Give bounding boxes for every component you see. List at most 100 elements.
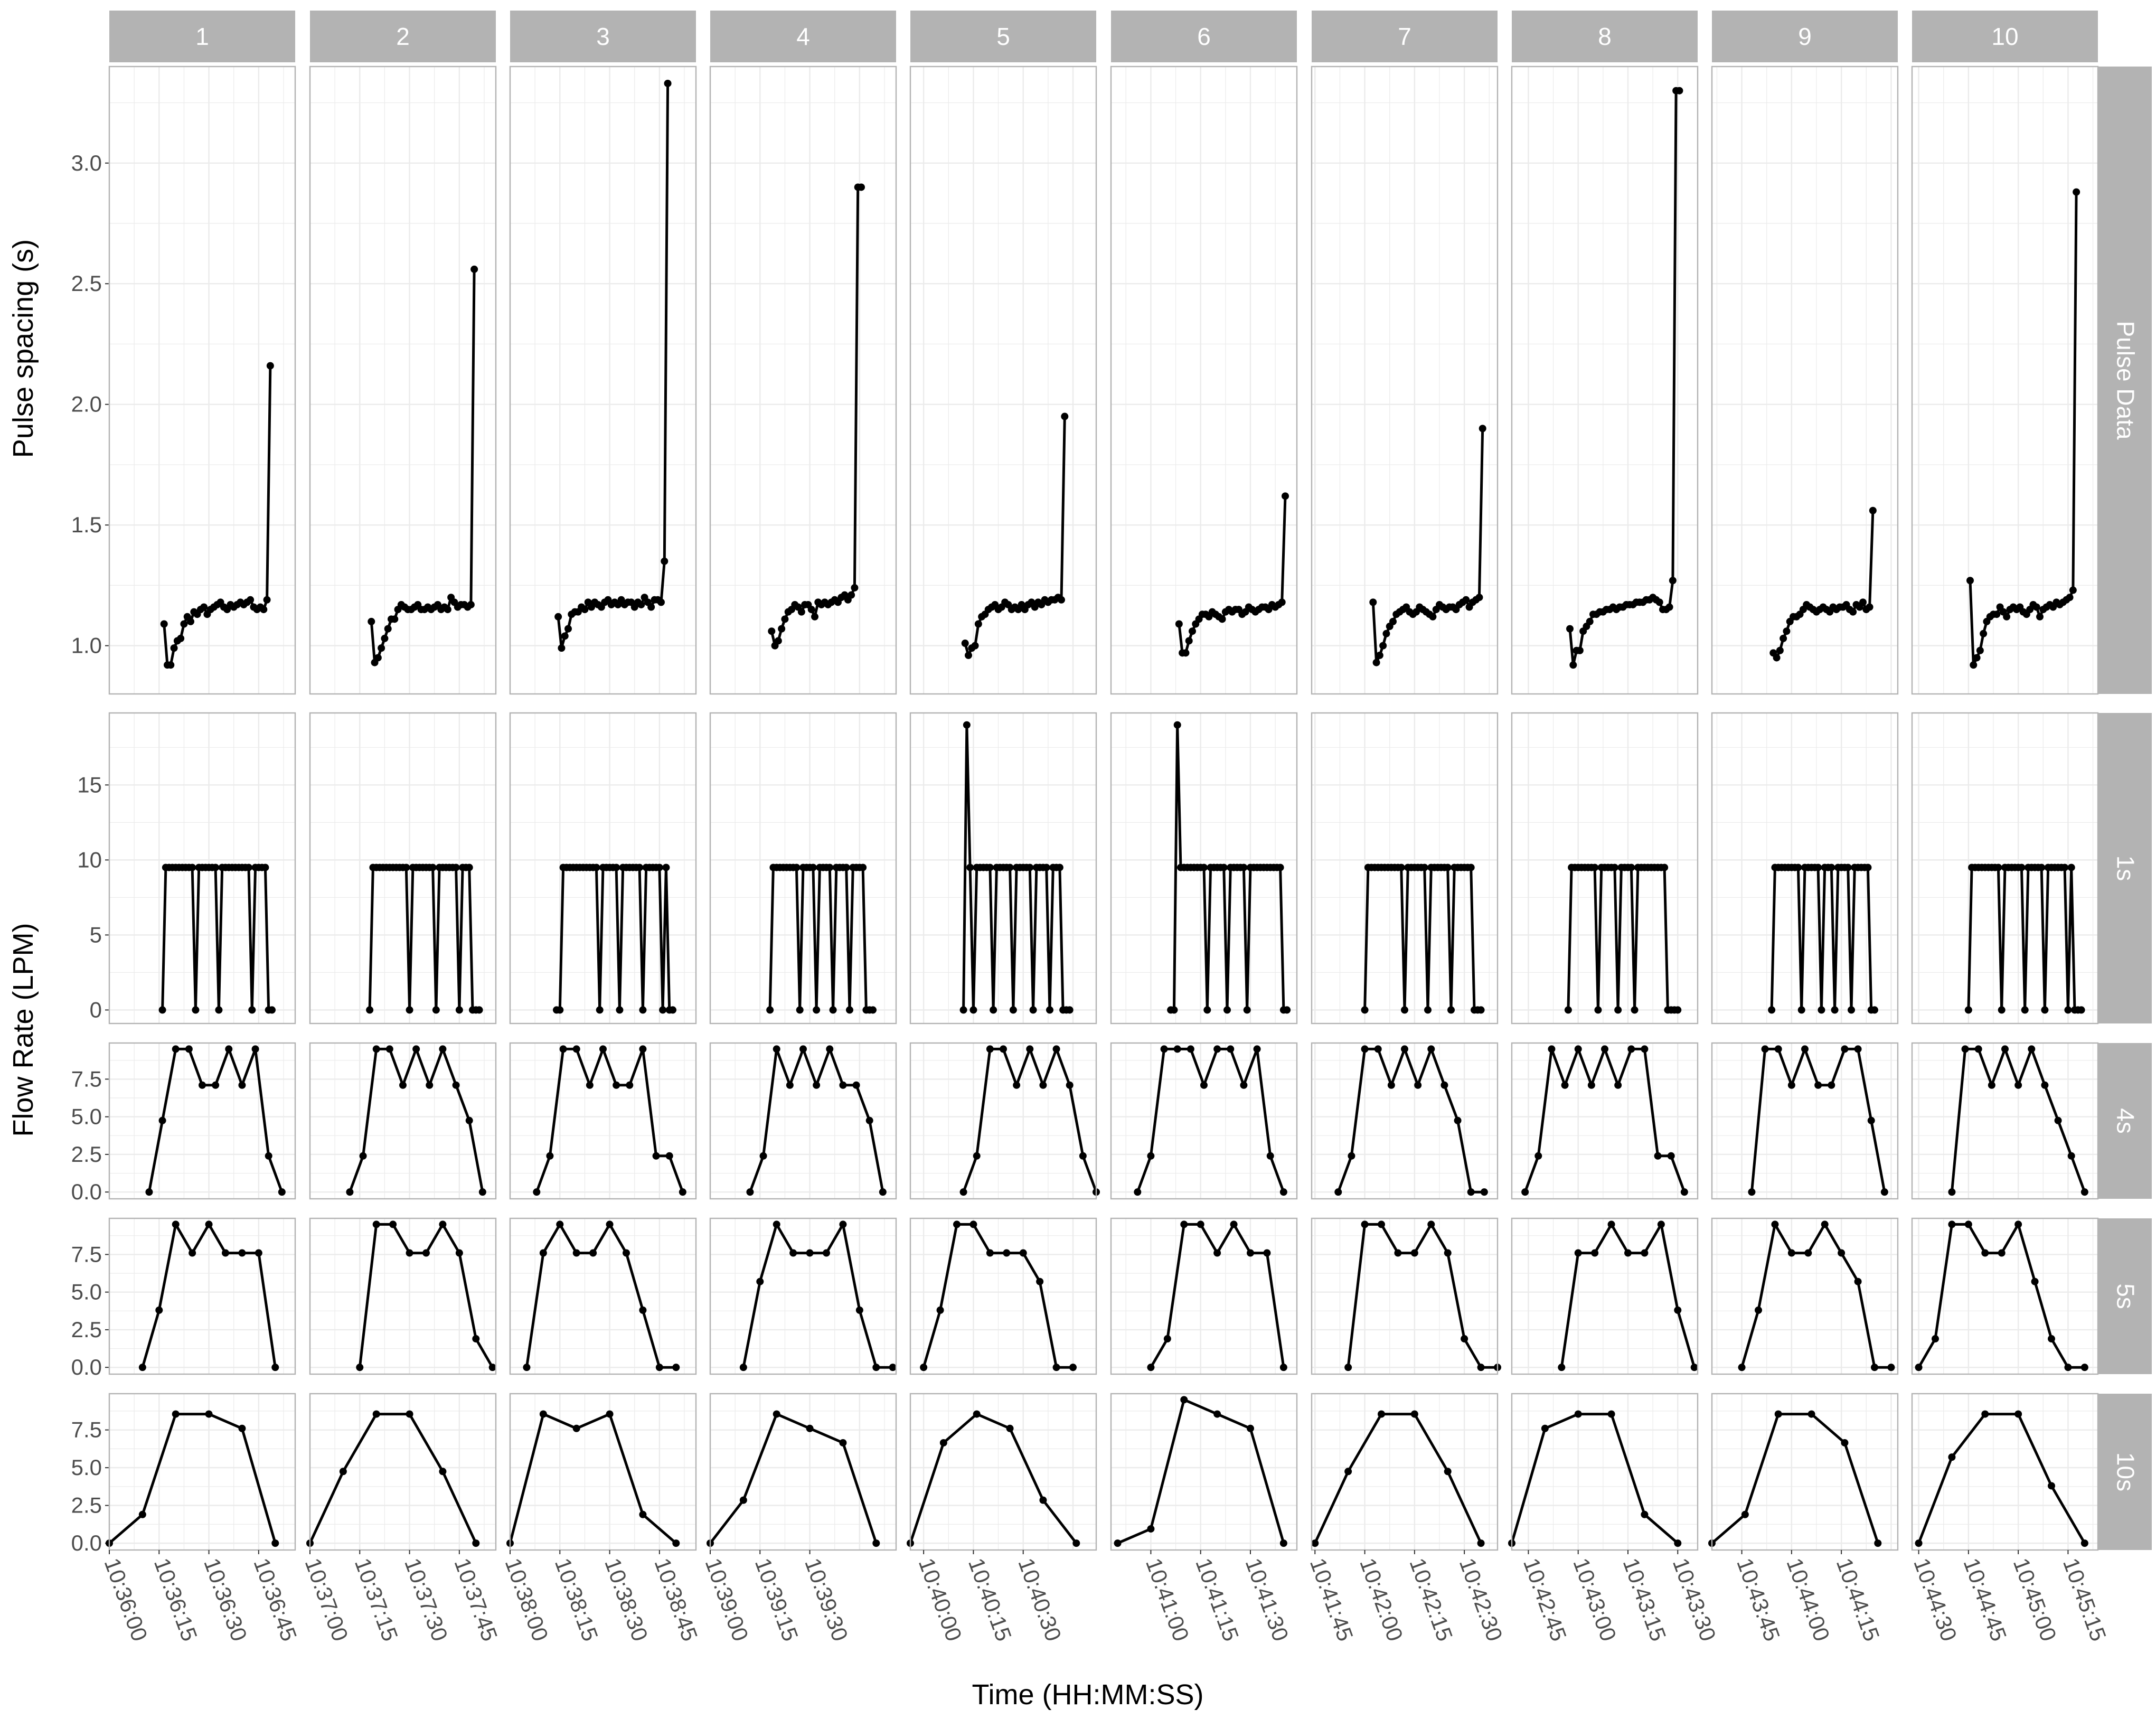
data-point [1783,627,1791,635]
data-point [589,1249,597,1257]
data-point [1263,1249,1271,1257]
data-point [452,863,460,871]
data-point [1175,620,1183,628]
data-point [268,1006,276,1014]
strip-row-bg [2095,1394,2152,1550]
data-point [260,606,268,614]
data-point [1998,1249,2006,1257]
data-point [990,1006,997,1014]
data-point [1607,1410,1615,1418]
data-point [1966,577,1974,585]
panel-border [1711,712,1899,1025]
panel-8-1 [1511,712,1699,1025]
x-tick-label: 10:44:00 [1782,1555,1834,1645]
data-point [266,362,274,370]
strip-column-bg [310,11,496,62]
data-point [177,634,185,642]
data-point [1026,1045,1034,1053]
x-tick-label: 10:43:00 [1568,1555,1621,1645]
y-tick-label: 1.0 [71,633,102,658]
panel-2-3 [309,1217,497,1375]
data-point [278,1188,286,1196]
panel-border [1110,1393,1298,1551]
strip-column-label: 4 [796,23,810,50]
data-point [973,1410,981,1418]
series-line [1510,1413,1679,1544]
strip-column-1: 1 [109,11,295,62]
data-point [1160,1045,1168,1053]
data-point [346,1188,354,1196]
data-point [145,1188,153,1196]
data-point [359,1152,367,1160]
data-point [170,644,178,652]
data-point [1871,1006,1878,1014]
x-tick-label: 10:42:45 [1519,1555,1571,1645]
series-line [1314,1413,1482,1544]
data-point [1173,1045,1181,1053]
data-point [1961,1045,1969,1053]
data-point [1444,1468,1452,1476]
data-point [406,1410,413,1418]
data-point [623,1249,630,1257]
panel-3-2 [509,1042,697,1200]
data-point [455,1006,463,1014]
data-point [1197,1220,1204,1228]
panel-border [1311,1393,1499,1551]
panel-border [509,712,697,1025]
y-tick-label: 0.0 [71,1530,102,1555]
data-point [1361,1220,1369,1228]
data-point [1344,1364,1352,1372]
data-point [523,1364,531,1372]
data-point [1631,1006,1639,1014]
panel-8-4 [1508,1393,1699,1551]
data-point [974,620,982,628]
data-point [1480,1188,1488,1196]
data-point [1828,1081,1835,1089]
data-point [1980,630,1988,637]
strip-row-label: 5s [2112,1283,2139,1309]
data-point [472,1335,480,1343]
x-tick-label: 10:42:00 [1355,1555,1408,1645]
data-point [1247,1249,1254,1257]
data-point [247,596,255,604]
data-point [372,1045,380,1053]
x-tick-label: 10:39:30 [800,1555,853,1645]
x-tick-label: 10:41:30 [1241,1555,1294,1645]
data-point [665,1152,673,1160]
strip-column-label: 5 [996,23,1010,50]
y-tick-label: 7.5 [71,1242,102,1266]
data-point [2028,1045,2036,1053]
data-point [1974,1045,1982,1053]
data-point [773,1045,780,1053]
data-point [855,1306,863,1314]
panel-background [1712,1218,1898,1374]
x-tick-label: 10:36:00 [100,1555,153,1645]
data-point [1838,1249,1846,1257]
data-point [939,1439,947,1446]
panel-background [310,1218,496,1374]
data-point [1741,1510,1749,1518]
data-point [1056,863,1063,871]
data-point [1282,492,1289,500]
data-point [389,1220,397,1228]
y-tick-label: 1.5 [71,512,102,537]
strip-row-label: Pulse Data [2112,321,2139,439]
data-point [1871,1364,1878,1372]
y-tick-label: 0.0 [71,1355,102,1379]
panel-border [1711,1217,1899,1375]
panel-border [1511,1217,1699,1375]
panel-background [710,1394,896,1550]
panel-5-0 [909,65,1097,695]
data-point [1774,1045,1782,1053]
panel-10-4 [1911,1393,2099,1551]
data-point [1213,1249,1221,1257]
panel-background [1912,1218,2098,1374]
x-tick-label: 10:39:00 [701,1555,754,1645]
data-point [1587,1081,1595,1089]
data-point [965,651,972,659]
data-point [439,1220,447,1228]
data-point [1240,863,1248,871]
panel-8-3 [1511,1217,1699,1375]
data-point [756,1277,764,1285]
panel-10-0 [1911,65,2099,695]
